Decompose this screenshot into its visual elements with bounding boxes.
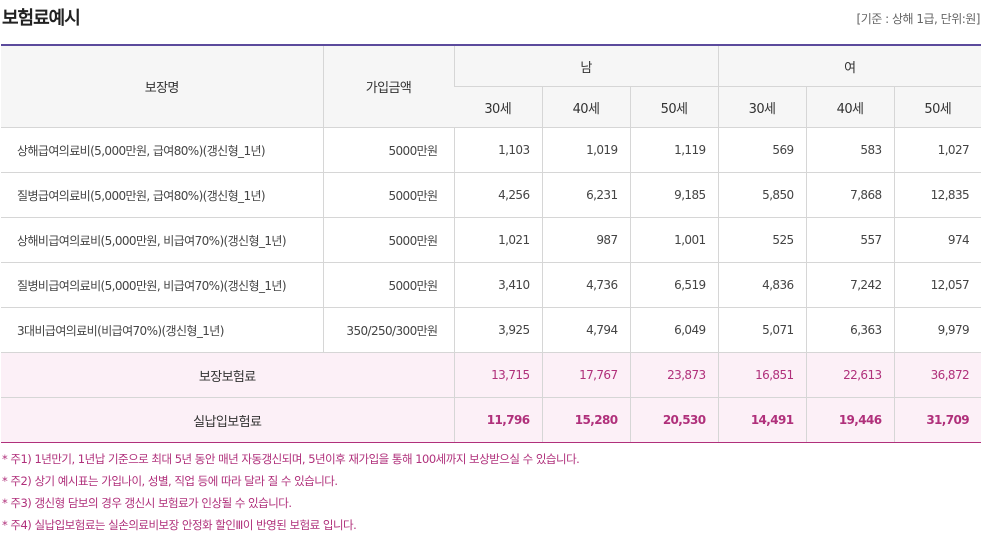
- premium-cell: 1,119: [629, 127, 719, 173]
- coverage-name: 상해급여의료비(5,000만원, 급여80%)(갱신형_1년): [1, 127, 323, 173]
- premium-cell: 5,071: [717, 307, 807, 353]
- premium-cell: 4,256: [453, 172, 542, 218]
- total-cell: 19,446: [805, 397, 895, 443]
- coverage-amount: 5000만원: [322, 127, 454, 173]
- footnote: * 주1) 1년만기, 1년납 기준으로 최대 5년 동안 매년 자동갱신되며,…: [2, 452, 580, 466]
- header-coverage: 보장명: [1, 45, 323, 128]
- premium-cell: 9,979: [893, 307, 982, 353]
- header-age: 40세: [805, 86, 895, 128]
- premium-cell: 974: [893, 217, 982, 263]
- actual-premium-total-row: 실납입보험료 11,796 15,280 20,530 14,491 19,44…: [1, 397, 982, 443]
- total-cell: 17,767: [541, 352, 630, 398]
- premium-cell: 5,850: [717, 172, 807, 218]
- page-title: 보험료예시: [2, 8, 81, 29]
- premium-cell: 1,103: [453, 127, 542, 173]
- premium-cell: 583: [805, 127, 895, 173]
- premium-cell: 1,001: [629, 217, 719, 263]
- coverage-premium-total-row: 보장보험료 13,715 17,767 23,873 16,851 22,613…: [1, 352, 982, 398]
- table-row: 상해급여의료비(5,000만원, 급여80%)(갱신형_1년) 5000만원 1…: [1, 127, 982, 173]
- coverage-name: 상해비급여의료비(5,000만원, 비급여70%)(갱신형_1년): [1, 217, 323, 263]
- total-cell: 13,715: [453, 352, 542, 398]
- footnotes: * 주1) 1년만기, 1년납 기준으로 최대 5년 동안 매년 자동갱신되며,…: [2, 450, 580, 538]
- total-cell: 31,709: [893, 397, 982, 443]
- premium-cell: 4,794: [541, 307, 630, 353]
- coverage-amount: 5000만원: [322, 262, 454, 308]
- premium-cell: 525: [717, 217, 807, 263]
- coverage-amount: 350/250/300만원: [322, 307, 454, 353]
- table-row: 상해비급여의료비(5,000만원, 비급여70%)(갱신형_1년) 5000만원…: [1, 217, 982, 263]
- total-cell: 15,280: [541, 397, 630, 443]
- premium-cell: 4,736: [541, 262, 630, 308]
- premium-cell: 1,021: [453, 217, 542, 263]
- header-age: 40세: [541, 86, 630, 128]
- coverage-amount: 5000만원: [322, 217, 454, 263]
- header-male: 남: [453, 45, 719, 87]
- header-row-gender: 보장명 가입금액 남 여: [1, 45, 982, 128]
- premium-cell: 987: [541, 217, 630, 263]
- premium-cell: 6,049: [629, 307, 719, 353]
- premium-cell: 12,057: [893, 262, 982, 308]
- header-age: 50세: [629, 86, 719, 128]
- table-row: 3대비급여의료비(비급여70%)(갱신형_1년) 350/250/300만원 3…: [1, 307, 982, 353]
- premium-cell: 1,019: [541, 127, 630, 173]
- premium-cell: 569: [717, 127, 807, 173]
- total-label: 보장보험료: [1, 352, 454, 398]
- premium-cell: 6,363: [805, 307, 895, 353]
- coverage-amount: 5000만원: [322, 172, 454, 218]
- footnote: * 주3) 갱신형 담보의 경우 갱신시 보험료가 인상될 수 있습니다.: [2, 496, 292, 510]
- coverage-name: 질병급여의료비(5,000만원, 급여80%)(갱신형_1년): [1, 172, 323, 218]
- premium-cell: 12,835: [893, 172, 982, 218]
- total-cell: 22,613: [805, 352, 895, 398]
- total-cell: 16,851: [717, 352, 807, 398]
- header-age: 30세: [717, 86, 807, 128]
- premium-table: 보장명 가입금액 남 여 30세 40세 50세 30세 40세 50세 상해급…: [1, 44, 982, 443]
- table-row: 질병급여의료비(5,000만원, 급여80%)(갱신형_1년) 5000만원 4…: [1, 172, 982, 218]
- total-label: 실납입보험료: [1, 397, 454, 443]
- header-female: 여: [717, 45, 982, 87]
- premium-cell: 7,868: [805, 172, 895, 218]
- footnote: * 주2) 상기 예시표는 가입나이, 성별, 직업 등에 따라 달라 질 수 …: [2, 474, 338, 488]
- premium-cell: 6,519: [629, 262, 719, 308]
- total-cell: 11,796: [453, 397, 542, 443]
- premium-cell: 1,027: [893, 127, 982, 173]
- coverage-name: 3대비급여의료비(비급여70%)(갱신형_1년): [1, 307, 323, 353]
- premium-cell: 9,185: [629, 172, 719, 218]
- header-age: 50세: [893, 86, 982, 128]
- header-age: 30세: [454, 86, 542, 128]
- premium-cell: 6,231: [541, 172, 630, 218]
- total-cell: 36,872: [893, 352, 982, 398]
- premium-cell: 557: [805, 217, 895, 263]
- footnote: * 주4) 실납입보험료는 실손의료비보장 안정화 할인Ⅲ이 반영된 보험료 입…: [2, 518, 357, 532]
- total-cell: 23,873: [629, 352, 719, 398]
- total-cell: 20,530: [629, 397, 719, 443]
- table-row: 질병비급여의료비(5,000만원, 비급여70%)(갱신형_1년) 5000만원…: [1, 262, 982, 308]
- coverage-name: 질병비급여의료비(5,000만원, 비급여70%)(갱신형_1년): [1, 262, 323, 308]
- unit-note: [기준 : 상해 1급, 단위:원]: [856, 12, 981, 26]
- header-amount: 가입금액: [322, 45, 454, 128]
- total-cell: 14,491: [717, 397, 807, 443]
- premium-cell: 4,836: [717, 262, 807, 308]
- premium-cell: 7,242: [805, 262, 895, 308]
- header-row-age: 30세 40세 50세 30세 40세 50세: [1, 86, 982, 128]
- premium-cell: 3,925: [453, 307, 542, 353]
- premium-cell: 3,410: [453, 262, 542, 308]
